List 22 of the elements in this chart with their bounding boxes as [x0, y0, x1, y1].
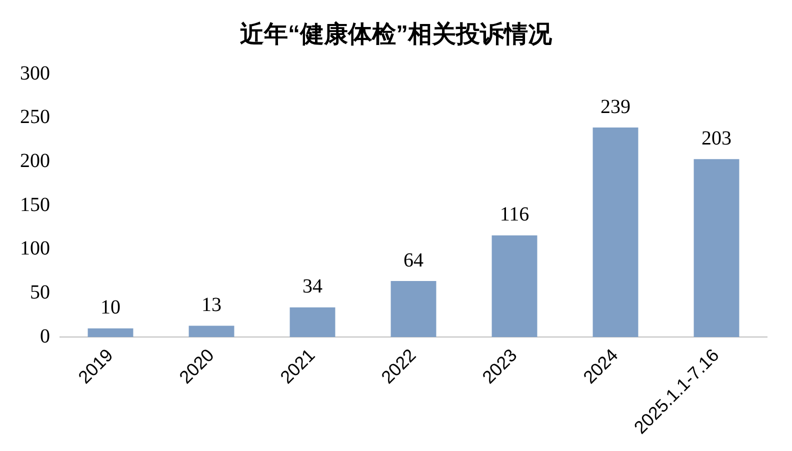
data-label: 239	[600, 96, 630, 118]
y-tick-label: 300	[20, 62, 50, 84]
data-label: 116	[500, 204, 530, 226]
data-label: 34	[302, 276, 322, 298]
data-label: 10	[100, 296, 120, 319]
y-tick-label: 250	[20, 106, 50, 128]
bar	[592, 128, 638, 338]
data-label: 64	[404, 249, 424, 272]
bar	[290, 307, 336, 338]
y-tick-label: 50	[30, 282, 50, 304]
bar	[390, 281, 436, 338]
y-tick-label: 0	[40, 325, 50, 348]
bar	[694, 159, 740, 338]
y-tick-label: 100	[20, 238, 50, 260]
chart-title: 近年“健康体检”相关投诉情况	[239, 20, 553, 50]
data-label: 203	[702, 127, 732, 150]
y-tick-label: 150	[20, 194, 50, 216]
bar	[188, 326, 234, 338]
data-label: 13	[202, 294, 222, 316]
bar	[492, 235, 538, 338]
y-tick-label: 200	[20, 150, 50, 172]
bar	[88, 328, 134, 338]
